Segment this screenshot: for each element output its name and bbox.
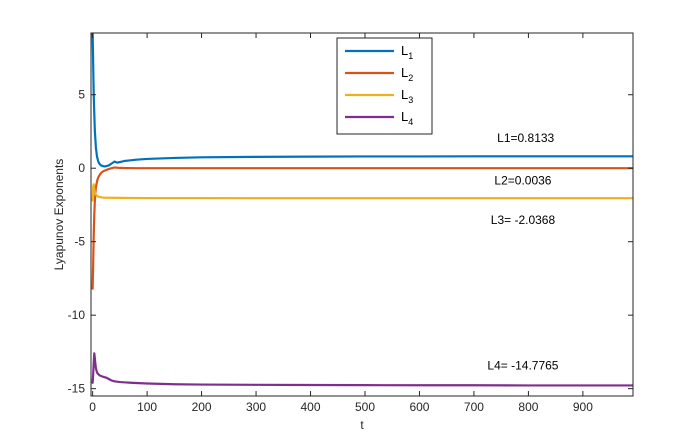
y-tick-label: -5 <box>74 235 85 249</box>
x-tick-label: 700 <box>464 400 484 414</box>
annotation-layer: L1=0.8133 L2=0.0036 L3= -2.0368 L4= -14.776… <box>487 131 558 373</box>
series-line-l2 <box>91 166 633 290</box>
x-axis-title: t <box>360 418 364 432</box>
x-tick-label: 0 <box>89 400 96 414</box>
x-tick-label: 300 <box>246 400 266 414</box>
plot-frame <box>90 32 634 397</box>
tick-layer: 0 100 200 300 400 500 600 700 800 900 -15 -10 -5 0 5 <box>68 33 633 414</box>
x-tick-label: 900 <box>573 400 593 414</box>
series-layer <box>91 33 633 387</box>
annotation-l4: L4= -14.7765 <box>487 359 558 373</box>
series-line-l1 <box>91 33 633 168</box>
y-axis-title: Lyapunov Exponents <box>52 159 66 271</box>
y-tick-label: 0 <box>78 161 85 175</box>
annotation-l3: L3= -2.0368 <box>491 213 556 227</box>
x-tick-label: 200 <box>192 400 212 414</box>
x-tick-label: 600 <box>409 400 429 414</box>
annotation-l2: L2=0.0036 <box>494 173 551 187</box>
y-tick-label: -15 <box>68 382 86 396</box>
y-tick-label: 5 <box>78 88 85 102</box>
annotation-l1: L1=0.8133 <box>497 131 554 145</box>
y-tick-label: -10 <box>68 308 86 322</box>
series-line-l3 <box>91 183 633 202</box>
legend-box <box>336 37 433 135</box>
x-tick-label: 400 <box>301 400 321 414</box>
x-tick-label: 100 <box>137 400 157 414</box>
x-tick-label: 800 <box>518 400 538 414</box>
x-tick-label: 500 <box>355 400 375 414</box>
series-line-l4 <box>91 352 633 387</box>
